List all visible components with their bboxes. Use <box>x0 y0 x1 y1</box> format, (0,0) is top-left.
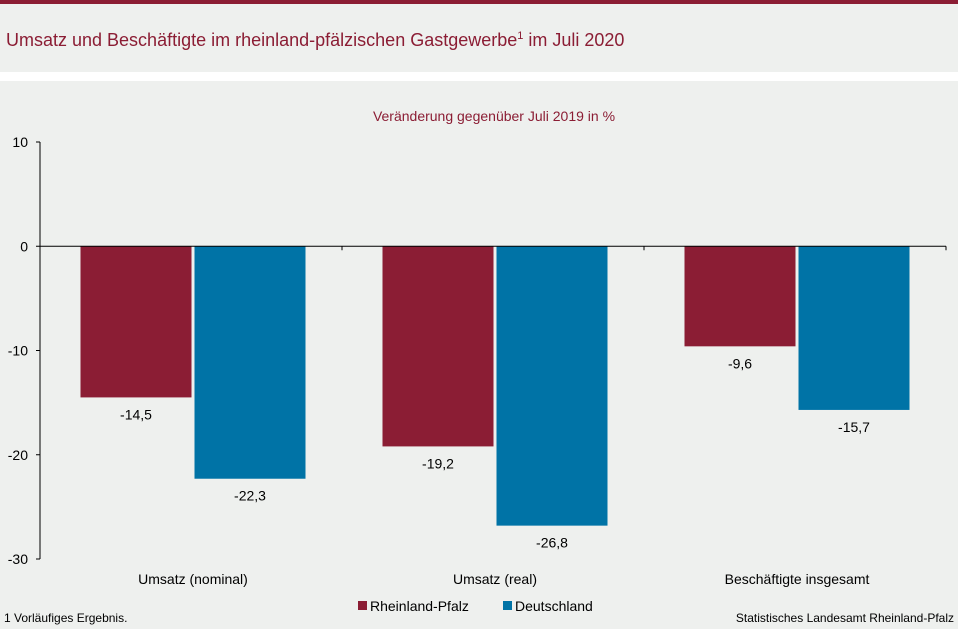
chart-title: Umsatz und Beschäftigte im rheinland-pfä… <box>6 30 624 51</box>
y-tick-label: 10 <box>12 134 28 150</box>
bar-rheinland-pfalz <box>684 246 796 347</box>
bar-deutschland <box>496 246 608 526</box>
source-note: Statistisches Landesamt Rheinland-Pfalz <box>735 611 954 625</box>
legend-swatch-rheinland-pfalz <box>358 601 367 610</box>
title-suffix: im Juli 2020 <box>523 30 625 50</box>
bar-deutschland <box>798 246 910 410</box>
title-footnote-mark: 1 <box>517 30 524 42</box>
chart-subtitle: Veränderung gegenüber Juli 2019 in % <box>373 108 615 124</box>
y-tick-label: -30 <box>8 551 28 567</box>
data-label: -26,8 <box>536 535 568 551</box>
data-label: -22,3 <box>234 488 266 504</box>
footnote: 1 Vorläufiges Ergebnis. <box>4 611 128 625</box>
category-label: Umsatz (real) <box>453 571 537 587</box>
top-accent-rule <box>0 0 958 4</box>
data-label: -19,2 <box>422 455 454 471</box>
legend-label: Rheinland-Pfalz <box>370 598 469 614</box>
bar-rheinland-pfalz <box>80 246 192 398</box>
y-tick-label: -10 <box>8 343 28 359</box>
data-label: -14,5 <box>120 406 152 422</box>
y-tick-label: -20 <box>8 447 28 463</box>
bar-rheinland-pfalz <box>382 246 494 447</box>
category-label: Umsatz (nominal) <box>138 571 248 587</box>
title-band: Umsatz und Beschäftigte im rheinland-pfä… <box>0 4 958 72</box>
legend-label: Deutschland <box>515 598 593 614</box>
data-label: -9,6 <box>728 355 752 371</box>
data-label: -15,7 <box>838 419 870 435</box>
title-main: Umsatz und Beschäftigte im rheinland-pfä… <box>6 30 518 50</box>
separator <box>0 72 958 81</box>
bar-deutschland <box>194 246 306 479</box>
legend-swatch-deutschland <box>503 601 512 610</box>
y-tick-label: 0 <box>20 238 28 254</box>
category-label: Beschäftigte insgesamt <box>725 571 870 587</box>
